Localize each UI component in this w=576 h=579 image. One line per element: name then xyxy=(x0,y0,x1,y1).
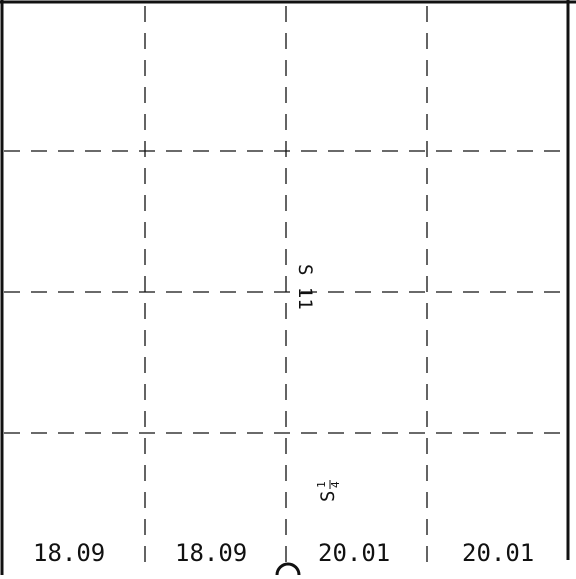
bottom-label-4: 20.01 xyxy=(462,539,534,567)
bottom-label-2: 18.09 xyxy=(175,539,247,567)
section-label-lower-numerator: 1 xyxy=(315,481,328,488)
survey-monument-circle xyxy=(275,562,301,576)
section-label-center: S 11 xyxy=(294,264,316,310)
section-label-lower-denominator: 4 xyxy=(329,481,342,488)
section-label-lower: S 1 4 xyxy=(315,480,342,502)
bottom-label-1: 18.09 xyxy=(33,539,105,567)
bottom-label-3: 20.01 xyxy=(318,539,390,567)
section-label-lower-letter: S xyxy=(317,491,339,502)
